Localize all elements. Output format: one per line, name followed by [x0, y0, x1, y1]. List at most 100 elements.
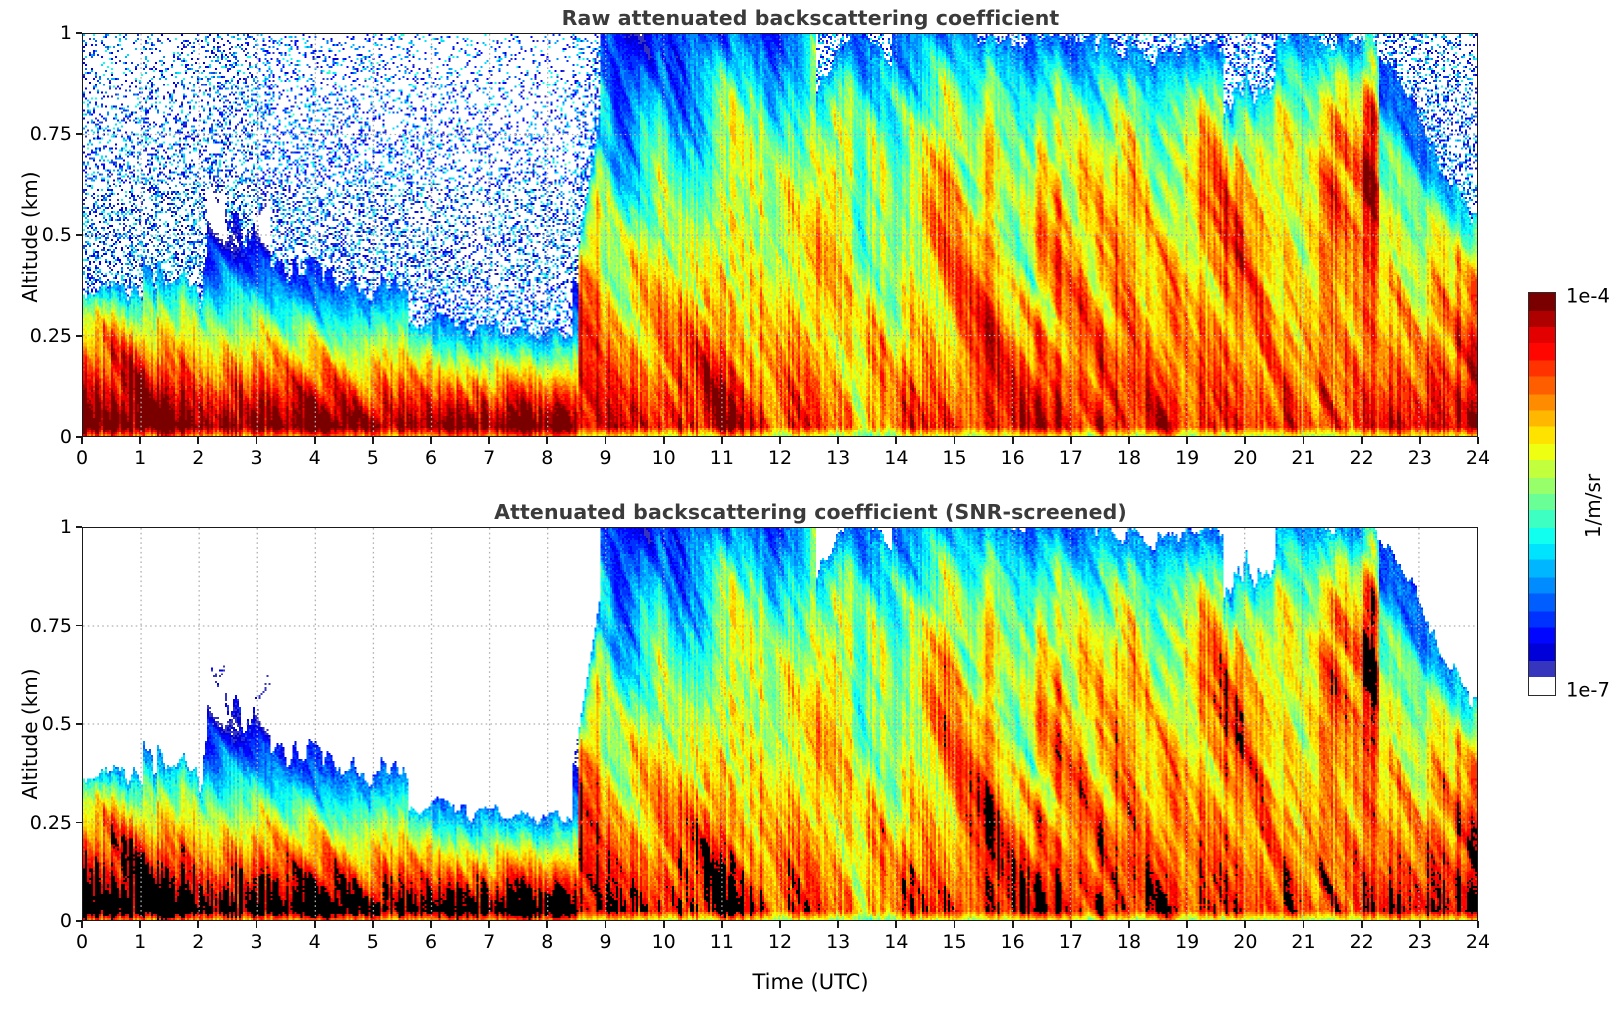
- x-tick-mark: [1302, 437, 1305, 444]
- x-tick-label: 21: [1291, 931, 1316, 953]
- panel-screened: [82, 527, 1478, 921]
- x-tick-label: 3: [250, 931, 263, 953]
- x-tick-mark: [1186, 437, 1189, 444]
- y-tick-label: 0.5: [41, 713, 72, 735]
- colorbar-tick-max: 1e-4: [1566, 284, 1610, 308]
- x-tick-mark: [488, 437, 491, 444]
- x-tick-mark: [779, 437, 781, 444]
- x-tick-label: 21: [1291, 447, 1316, 469]
- x-tick-label: 24: [1465, 447, 1491, 469]
- x-tick-mark: [1011, 437, 1014, 444]
- x-tick-mark: [837, 921, 840, 928]
- colorbar-tick-min: 1e-7: [1566, 678, 1610, 702]
- y-tick-label: 1: [59, 516, 72, 538]
- x-tick-label: 8: [541, 931, 554, 953]
- x-tick-mark: [313, 437, 316, 444]
- x-tick-mark: [546, 921, 549, 928]
- colorbar-label: 1/m/sr: [1581, 473, 1605, 539]
- x-tick-label: 24: [1465, 931, 1491, 953]
- y-tick-mark: [76, 234, 82, 236]
- x-tick-mark: [1418, 437, 1421, 444]
- y-tick-label: 0.25: [29, 811, 72, 834]
- x-tick-mark: [1069, 437, 1072, 444]
- x-tick-label: 0: [75, 447, 89, 469]
- x-tick-label: 6: [424, 931, 438, 953]
- x-tick-label: 13: [826, 447, 851, 469]
- x-tick-mark: [1069, 921, 1072, 928]
- heatmap-screened: [83, 528, 1477, 920]
- x-tick-mark: [720, 437, 723, 444]
- x-tick-label: 13: [826, 931, 851, 953]
- x-tick-mark: [139, 921, 142, 928]
- x-tick-mark: [1186, 921, 1189, 928]
- y-tick-mark: [76, 920, 82, 922]
- x-tick-mark: [662, 437, 665, 444]
- x-tick-label: 3: [250, 447, 263, 469]
- x-tick-label: 11: [709, 447, 734, 469]
- x-tick-mark: [430, 437, 432, 444]
- x-tick-label: 17: [1058, 447, 1083, 469]
- x-tick-mark: [81, 437, 83, 444]
- x-tick-label: 1: [134, 931, 147, 953]
- x-tick-label: 7: [483, 931, 496, 953]
- heatmap-raw: [83, 34, 1477, 436]
- x-tick-mark: [895, 921, 898, 928]
- panel-title-raw: Raw attenuated backscattering coefficien…: [561, 6, 1060, 30]
- y-axis-label-screened: Altitude (km): [18, 668, 42, 800]
- x-tick-mark: [1360, 437, 1363, 444]
- x-tick-mark: [488, 921, 491, 928]
- x-tick-label: 17: [1058, 931, 1083, 953]
- x-tick-label: 1: [134, 447, 147, 469]
- x-tick-mark: [1244, 921, 1247, 928]
- y-tick-label: 1: [59, 22, 72, 44]
- colorbar-gradient: [1529, 293, 1555, 695]
- x-tick-mark: [1128, 437, 1130, 444]
- x-tick-mark: [255, 921, 258, 928]
- plot-area-raw: [82, 33, 1478, 437]
- x-tick-mark: [1011, 921, 1014, 928]
- x-tick-label: 23: [1407, 931, 1432, 953]
- x-tick-label: 23: [1407, 447, 1432, 469]
- x-tick-mark: [546, 437, 549, 444]
- y-tick-mark: [76, 821, 82, 824]
- x-tick-label: 4: [308, 447, 321, 469]
- x-tick-mark: [1477, 921, 1479, 928]
- x-tick-label: 5: [366, 931, 379, 953]
- x-tick-mark: [604, 921, 607, 928]
- x-tick-mark: [371, 921, 374, 928]
- colorbar: [1528, 292, 1556, 696]
- x-tick-label: 11: [709, 931, 734, 953]
- x-tick-mark: [430, 921, 432, 928]
- x-tick-label: 0: [75, 931, 89, 953]
- x-tick-label: 12: [767, 447, 793, 469]
- x-tick-label: 14: [884, 931, 909, 953]
- x-tick-label: 15: [942, 447, 967, 469]
- x-tick-mark: [197, 437, 200, 444]
- x-tick-label: 12: [767, 931, 793, 953]
- x-tick-label: 18: [1116, 447, 1142, 469]
- x-tick-label: 5: [366, 447, 379, 469]
- x-tick-mark: [1418, 921, 1421, 928]
- x-axis-label: Time (UTC): [752, 970, 869, 994]
- x-tick-mark: [197, 921, 200, 928]
- x-tick-mark: [255, 437, 258, 444]
- x-tick-label: 22: [1349, 447, 1374, 469]
- x-tick-label: 14: [884, 447, 909, 469]
- x-tick-mark: [720, 921, 723, 928]
- y-tick-label: 0: [59, 910, 72, 932]
- y-tick-label: 0.75: [29, 123, 72, 145]
- x-tick-label: 7: [483, 447, 496, 469]
- x-tick-mark: [1360, 921, 1363, 928]
- y-tick-mark: [76, 436, 82, 438]
- y-axis-label-raw: Altitude (km): [18, 171, 42, 303]
- y-tick-label: 0.5: [41, 224, 72, 246]
- x-tick-mark: [779, 921, 781, 928]
- x-tick-label: 2: [192, 931, 205, 953]
- x-tick-label: 2: [192, 447, 205, 469]
- x-tick-mark: [953, 437, 956, 444]
- x-tick-label: 6: [424, 447, 438, 469]
- x-tick-mark: [604, 437, 607, 444]
- x-tick-label: 16: [1000, 447, 1025, 469]
- y-tick-mark: [76, 133, 82, 135]
